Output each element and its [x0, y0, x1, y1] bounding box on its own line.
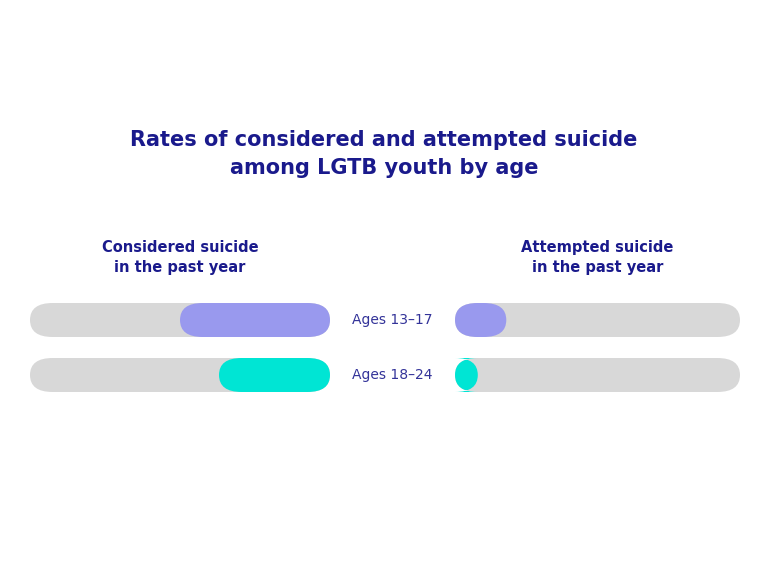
Text: Ages 18–24: Ages 18–24	[353, 368, 432, 382]
Text: 37%: 37%	[180, 368, 213, 382]
Text: 8%: 8%	[484, 368, 508, 382]
Text: Ages 13–17: Ages 13–17	[353, 313, 432, 327]
Text: 50%: 50%	[141, 313, 174, 327]
Text: Considered suicide
in the past year: Considered suicide in the past year	[101, 240, 258, 275]
Text: Rates of considered and attempted suicide
among LGTB youth by age: Rates of considered and attempted suicid…	[131, 130, 637, 178]
Text: 18%: 18%	[512, 313, 546, 327]
Text: Attempted suicide
in the past year: Attempted suicide in the past year	[521, 240, 674, 275]
